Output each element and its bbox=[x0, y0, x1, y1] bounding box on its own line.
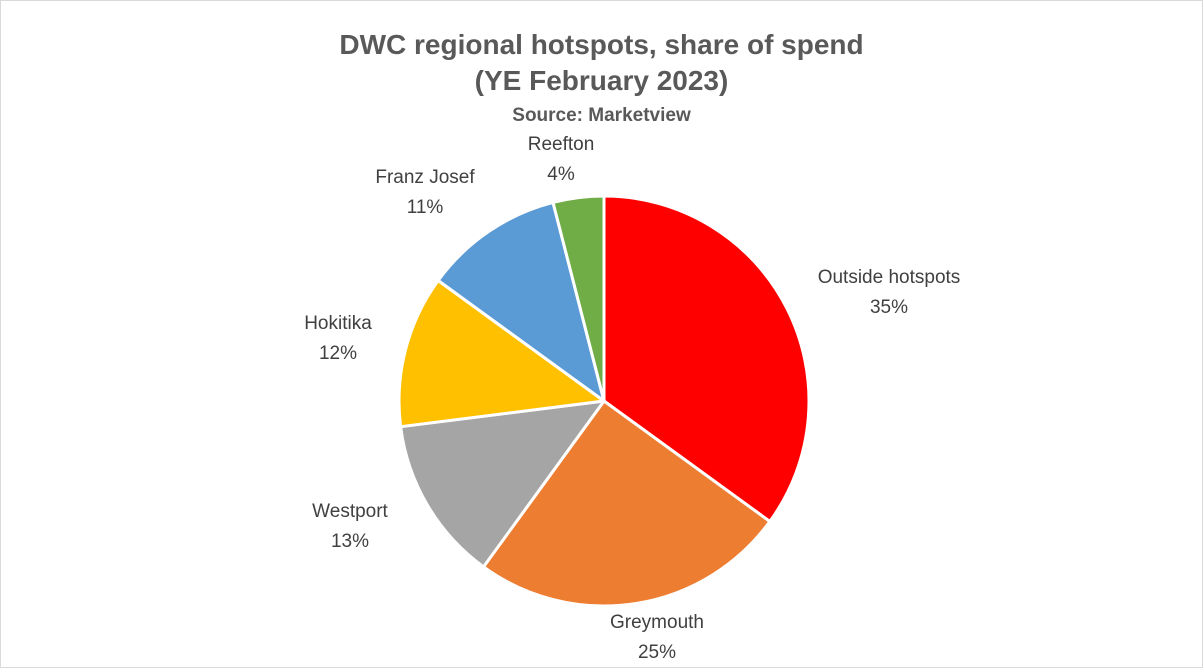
slice-percent-hokitika: 12% bbox=[319, 343, 357, 364]
slice-label-outside-hotspots: Outside hotspots bbox=[818, 267, 961, 288]
pie-slice-outside-hotspots bbox=[602, 194, 811, 523]
pie-slice-reefton bbox=[551, 194, 606, 403]
chart-subtitle: Source: Marketview bbox=[512, 105, 691, 126]
pie-slice-franz-josef bbox=[436, 200, 606, 403]
slice-percent-greymouth: 25% bbox=[638, 642, 676, 663]
pie-slice-westport bbox=[399, 399, 606, 569]
slice-label-reefton: Reefton bbox=[528, 134, 595, 155]
slice-percent-westport: 13% bbox=[331, 531, 369, 552]
pie-slice-greymouth bbox=[482, 399, 772, 608]
chart-title: DWC regional hotspots, share of spend bbox=[339, 29, 864, 60]
slice-label-hokitika: Hokitika bbox=[304, 313, 372, 334]
slice-percent-outside-hotspots: 35% bbox=[870, 297, 908, 318]
slice-label-westport: Westport bbox=[312, 501, 388, 522]
slice-label-franz-josef: Franz Josef bbox=[375, 167, 475, 188]
slice-percent-reefton: 4% bbox=[547, 164, 575, 185]
pie-slice-hokitika bbox=[397, 279, 606, 429]
slice-label-greymouth: Greymouth bbox=[610, 612, 704, 633]
slice-percent-franz-josef: 11% bbox=[407, 197, 444, 218]
chart-title-period: (YE February 2023) bbox=[474, 65, 729, 96]
